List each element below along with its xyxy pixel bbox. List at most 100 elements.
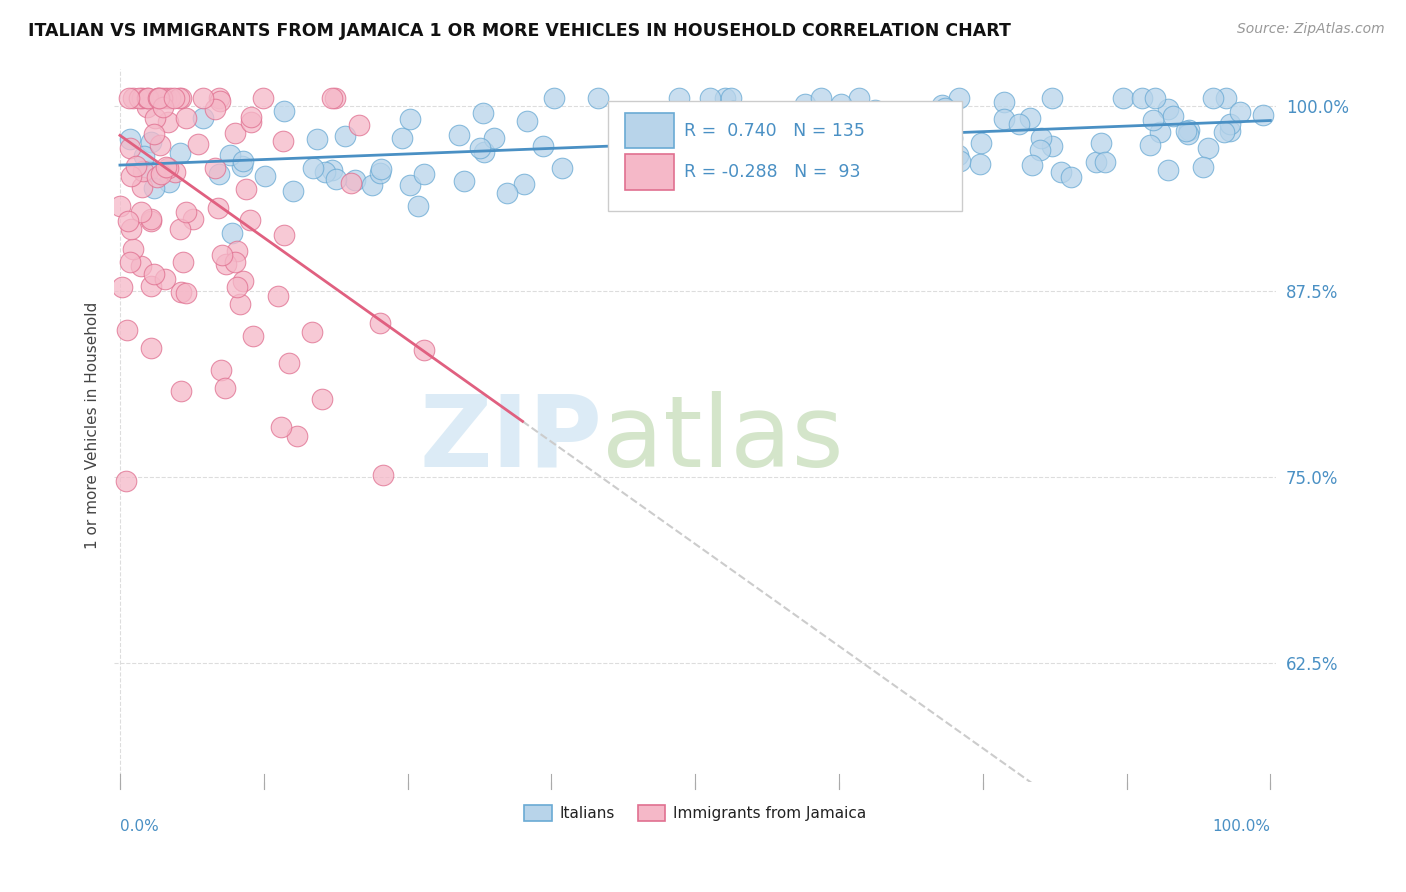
Point [948,91,970,105]
Point [672,149,695,163]
Point [699,91,721,105]
Point [413,343,436,357]
Point [302,161,325,175]
Point [948,154,970,169]
Point [314,165,336,179]
Point [901,135,924,149]
Point [543,91,565,105]
Point [267,289,290,303]
Point [679,161,702,175]
Point [155,160,177,174]
Point [159,91,181,105]
Point [1130,91,1153,105]
Point [830,97,852,112]
Point [321,91,343,105]
Point [453,174,475,188]
Point [368,166,391,180]
Point [1050,165,1073,179]
Point [150,167,173,181]
Point [447,128,470,142]
Point [143,112,166,126]
Point [647,112,669,127]
Point [344,173,367,187]
Point [907,145,929,159]
Point [271,134,294,148]
Point [157,175,180,189]
Point [110,199,132,213]
Point [531,139,554,153]
Point [1142,113,1164,128]
Point [132,164,155,178]
Point [136,164,159,178]
Point [637,109,659,123]
Point [141,212,163,227]
Point [163,164,186,178]
Point [169,222,191,236]
Point [111,280,134,294]
Point [859,120,882,135]
Point [1094,155,1116,169]
Point [413,167,436,181]
Point [1008,117,1031,131]
Point [675,144,697,158]
Point [191,111,214,125]
Point [174,111,197,125]
Point [468,141,491,155]
Point [226,279,249,293]
Point [472,145,495,160]
Point [762,149,785,163]
Point [208,91,231,105]
Legend: Italians, Immigrants from Jamaica: Italians, Immigrants from Jamaica [519,799,872,828]
Point [1018,111,1040,125]
Point [399,178,422,192]
Point [141,342,163,356]
Point [495,186,517,200]
Point [219,147,242,161]
Point [643,153,665,168]
Point [122,91,145,105]
Point [139,278,162,293]
Point [689,152,711,166]
Point [1177,127,1199,141]
Point [1202,91,1225,105]
Point [115,474,138,488]
Point [614,152,637,166]
Point [118,91,141,105]
Point [1197,141,1219,155]
Point [340,176,363,190]
Point [860,110,883,124]
Point [273,104,295,119]
Point [131,91,153,105]
Point [762,175,785,189]
Point [1156,162,1178,177]
Point [214,381,236,395]
Text: ITALIAN VS IMMIGRANTS FROM JAMAICA 1 OR MORE VEHICLES IN HOUSEHOLD CORRELATION C: ITALIAN VS IMMIGRANTS FROM JAMAICA 1 OR … [28,22,1011,40]
Point [993,112,1015,126]
Point [174,285,197,300]
Point [208,168,231,182]
Point [253,169,276,184]
Point [148,91,170,105]
Point [117,323,139,337]
Point [125,159,148,173]
Point [323,91,346,105]
Point [122,242,145,256]
Point [1029,143,1052,157]
Point [1192,160,1215,174]
Point [129,205,152,219]
Point [150,91,173,105]
Point [129,259,152,273]
Point [118,141,141,155]
Point [794,144,817,158]
Point [172,254,194,268]
Point [934,165,956,179]
Point [938,140,960,154]
Point [155,91,177,105]
Point [146,91,169,105]
Point [769,110,792,124]
Point [1219,116,1241,130]
Text: ZIP: ZIP [419,391,602,488]
Point [672,121,695,136]
Point [702,141,724,155]
Point [863,103,886,117]
